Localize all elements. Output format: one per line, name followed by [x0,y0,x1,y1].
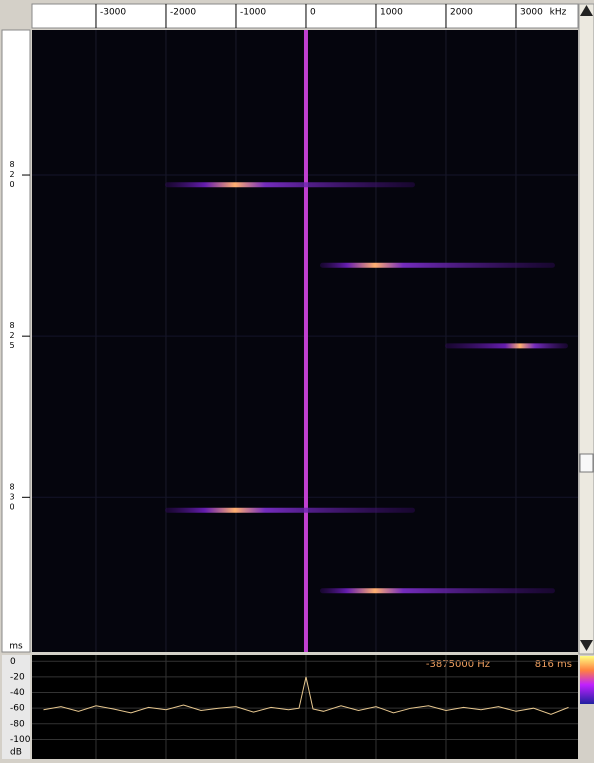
db-label: -80 [10,719,25,729]
readout-time: 816 ms [535,659,572,670]
db-label: -100 [10,735,31,745]
unit-label: kHz [550,8,567,18]
readout-frequency: -3875000 Hz [426,659,490,670]
signal-burst [165,508,415,513]
ruler-label: -3000 [100,8,126,18]
time-label: 820 [8,160,17,190]
time-unit: ms [9,642,23,652]
scrollbar[interactable] [579,4,594,654]
ruler-label: -1000 [240,8,266,18]
ruler-label: 3000 [520,8,543,18]
signal-burst [445,343,568,348]
ruler-label: 1000 [380,8,403,18]
db-label: -60 [10,704,25,714]
scroll-thumb[interactable] [580,454,593,472]
time-label: 830 [8,482,17,512]
db-label: -40 [10,688,25,698]
sdr-window: kHz ms dB -3875000 Hz 816 ms -3000-2000-… [0,0,594,759]
signal-burst [165,182,415,187]
signal-burst [320,588,555,593]
time-label: 825 [8,321,17,351]
db-label: 0 [10,657,16,667]
color-scale [580,656,594,704]
dc-line [304,30,308,652]
ruler-label: 2000 [450,8,473,18]
db-label: -20 [10,672,25,682]
ruler-label: 0 [310,8,316,18]
signal-burst [320,263,555,268]
db-unit: dB [10,748,22,758]
ruler-label: -2000 [170,8,196,18]
